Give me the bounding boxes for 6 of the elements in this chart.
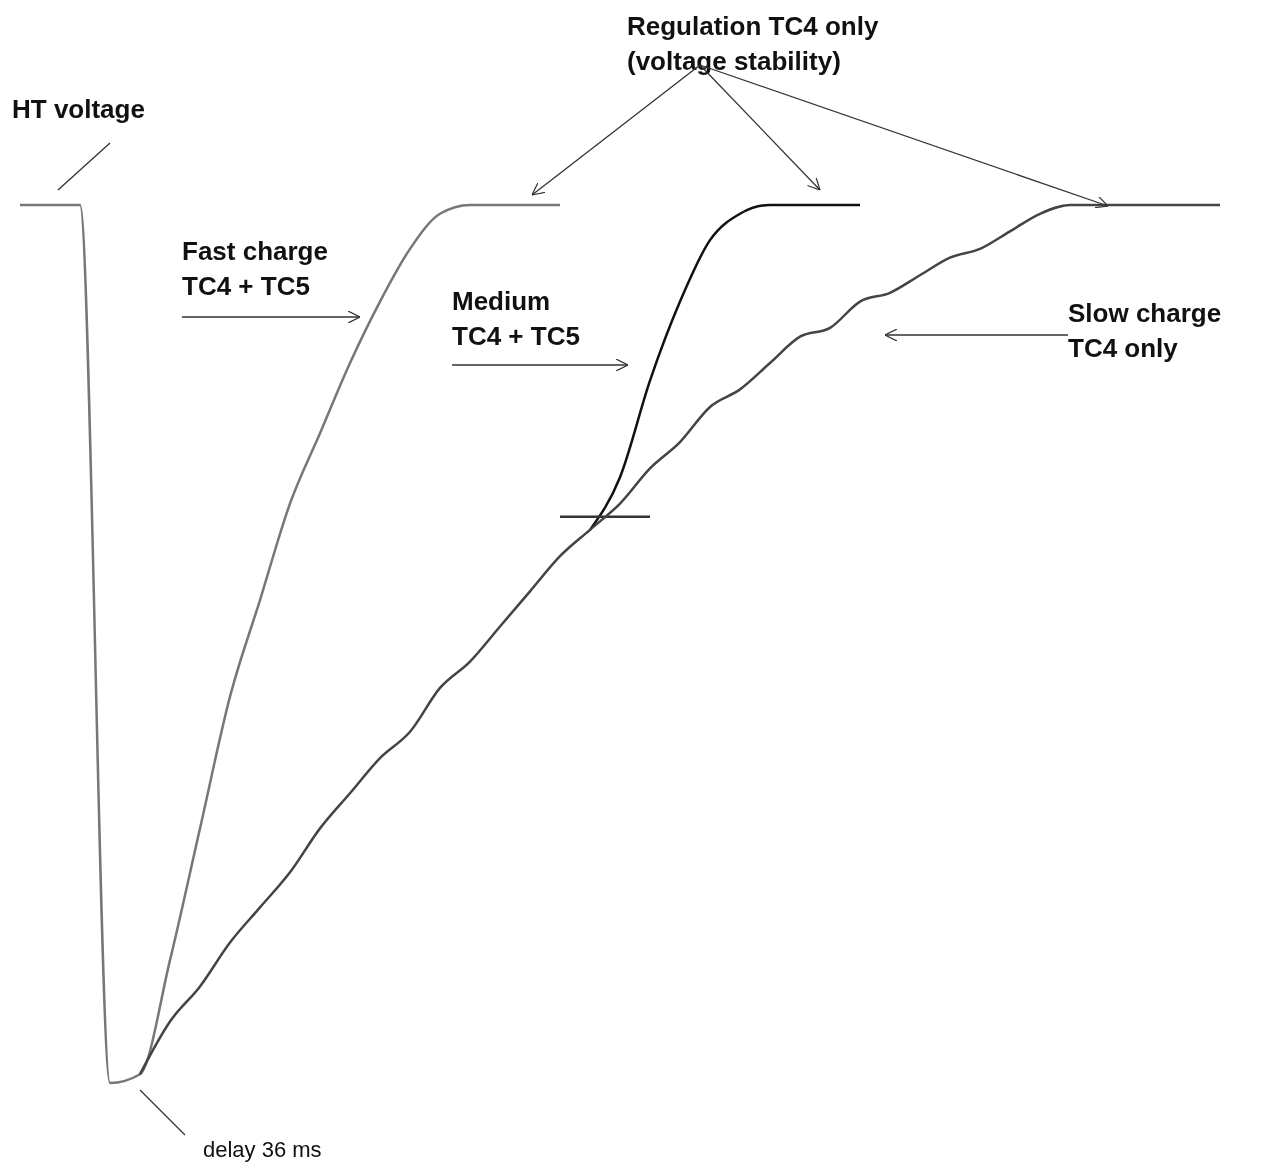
text: HT voltage bbox=[12, 94, 145, 124]
annotation: Slow charge TC4 only bbox=[1068, 298, 1222, 364]
annotation: Medium TC4 + TC5 bbox=[452, 286, 580, 352]
text: delay 36 ms bbox=[203, 1137, 322, 1162]
text: Regulation TC4 only (voltage stability) bbox=[627, 11, 879, 77]
annotation: Fast charge TC4 + TC5 bbox=[182, 236, 328, 302]
